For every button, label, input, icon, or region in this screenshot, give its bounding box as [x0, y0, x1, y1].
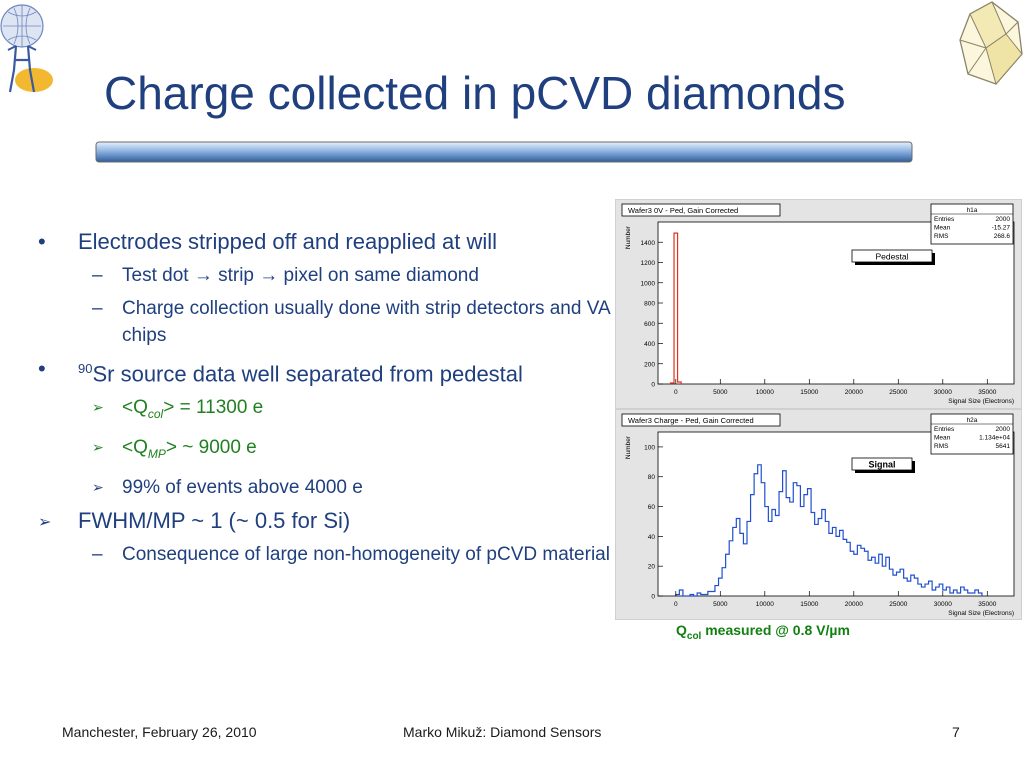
label-box — [851, 249, 933, 263]
y-tick-label: 800 — [644, 301, 655, 308]
chart-title-box — [621, 413, 781, 427]
sub-bullet-non-homogeneity: – Consequence of large non-homogeneity o… — [38, 541, 618, 568]
y-tick-label: 600 — [644, 321, 655, 328]
stats-value: 2000 — [996, 426, 1011, 433]
chart-title: Wafer3 0V - Ped, Gain Corrected — [628, 206, 738, 215]
stats-box — [930, 413, 1014, 455]
stats-value: -15.27 — [992, 225, 1011, 232]
dash-bullet-icon: – — [92, 265, 103, 286]
x-tick-label: 20000 — [845, 601, 863, 608]
stats-value: 268.6 — [994, 233, 1011, 240]
x-tick-label: 5000 — [713, 601, 728, 608]
x-tick-label: 15000 — [800, 601, 818, 608]
sub-bullet-qcol: ➢ <Qcol> = 11300 e — [38, 394, 618, 428]
stats-key: RMS — [934, 443, 949, 450]
y-tick-label: 40 — [648, 534, 656, 541]
slide-title: Charge collected in pCVD diamonds — [104, 67, 846, 119]
stats-box — [930, 203, 1014, 245]
stats-value: 5641 — [996, 443, 1011, 450]
sub-bullet-strip-detectors: – Charge collection usually done with st… — [38, 295, 618, 349]
atlas-logo-icon — [0, 4, 53, 93]
chart-title-box — [621, 203, 781, 217]
x-tick-label: 5000 — [713, 389, 728, 396]
plot-frame — [657, 221, 1015, 385]
bullet-list: • Electrodes stripped off and reapplied … — [38, 228, 618, 574]
y-axis-title: Number — [625, 435, 632, 459]
check-arrow-bullet-icon: ➢ — [38, 513, 52, 531]
signal-histogram-chart: 0 5000 10000 15000 20000 25000 30000 35000 0 20 40… — [621, 413, 1015, 617]
title-underline-bar — [95, 141, 913, 163]
x-tick-label: 35000 — [978, 601, 996, 608]
diamond-crystal-icon — [959, 1, 1023, 86]
stats-key: Entries — [934, 216, 955, 223]
y-tick-label: 100 — [644, 444, 655, 451]
round-bullet-icon: • — [38, 356, 46, 381]
chart-label: Signal — [868, 460, 895, 470]
stats-value: 1.134e+04 — [979, 435, 1010, 442]
footer-page-number: 7 — [952, 724, 960, 740]
bullet-item-sr-source: • 90Sr source data well separated from p… — [38, 356, 523, 387]
x-tick-label: 0 — [674, 601, 678, 608]
y-tick-label: 80 — [648, 474, 656, 481]
check-arrow-bullet-icon: ➢ — [92, 399, 104, 416]
plot-caption: Qcol measured @ 0.8 V/µm — [676, 622, 850, 642]
bullet-item-electrodes: • Electrodes stripped off and reapplied … — [38, 229, 498, 254]
y-tick-label: 60 — [648, 504, 656, 511]
x-axis-title: Signal Size (Electrons) — [948, 610, 1014, 617]
x-axis-title: Signal Size (Electrons) — [948, 398, 1014, 405]
y-axis-title: Number — [625, 225, 632, 249]
stats-name: h2a — [967, 417, 978, 424]
x-tick-label: 20000 — [845, 389, 863, 396]
sub-bullet-test-dot: – Test dot → strip → pixel on same diamo… — [38, 262, 618, 289]
check-arrow-bullet-icon: ➢ — [92, 439, 104, 456]
stats-key: Entries — [934, 426, 955, 433]
y-tick-label: 1400 — [641, 240, 656, 247]
sub-bullet-events-above: ➢ 99% of events above 4000 e — [38, 474, 618, 501]
y-tick-label: 1000 — [641, 280, 656, 287]
x-tick-label: 35000 — [978, 389, 996, 396]
dash-bullet-icon: – — [92, 543, 103, 565]
stats-name: h1a — [967, 207, 978, 214]
x-tick-label: 25000 — [889, 601, 907, 608]
x-tick-label: 0 — [674, 389, 678, 396]
footer-location-date: Manchester, February 26, 2010 — [62, 724, 257, 740]
x-tick-label: 10000 — [756, 389, 774, 396]
x-tick-label: 15000 — [800, 389, 818, 396]
x-tick-label: 30000 — [934, 601, 952, 608]
check-arrow-bullet-icon: ➢ — [92, 478, 104, 495]
y-tick-label: 0 — [651, 382, 655, 389]
histogram-line — [675, 464, 983, 597]
y-tick-label: 200 — [644, 361, 655, 368]
pedestal-plot-panel: 0 5000 10000 15000 20000 25000 30000 35000 0 200 4… — [615, 199, 1022, 409]
y-tick-label: 1200 — [641, 260, 656, 267]
signal-plot-panel: 0 5000 10000 15000 20000 25000 30000 35000 0 20 40… — [615, 409, 1022, 620]
y-tick-label: 400 — [644, 341, 655, 348]
bullet-item-fwhm: ➢ FWHM/MP ~ 1 (~ 0.5 for Si) — [38, 507, 618, 535]
round-bullet-icon: • — [38, 229, 46, 254]
chart-title: Wafer3 Charge - Ped, Gain Corrected — [628, 416, 754, 425]
x-tick-label: 30000 — [934, 389, 952, 396]
footer-author-topic: Marko Mikuž: Diamond Sensors — [403, 724, 602, 740]
plot-frame — [657, 431, 1015, 597]
stats-key: Mean — [934, 435, 951, 442]
y-tick-label: 0 — [651, 594, 655, 601]
stats-value: 2000 — [996, 216, 1011, 223]
chart-label: Pedestal — [875, 252, 908, 262]
pedestal-histogram-chart: 0 5000 10000 15000 20000 25000 30000 35000 0 200 4… — [621, 203, 1015, 405]
sub-bullet-qmp: ➢ <QMP> ~ 9000 e — [38, 434, 618, 468]
x-tick-label: 10000 — [756, 601, 774, 608]
dash-bullet-icon: – — [92, 298, 103, 319]
histogram-line — [669, 232, 682, 384]
stats-key: Mean — [934, 225, 951, 232]
y-tick-label: 20 — [648, 564, 656, 571]
stats-key: RMS — [934, 233, 949, 240]
x-tick-label: 25000 — [889, 389, 907, 396]
label-box — [851, 457, 913, 471]
